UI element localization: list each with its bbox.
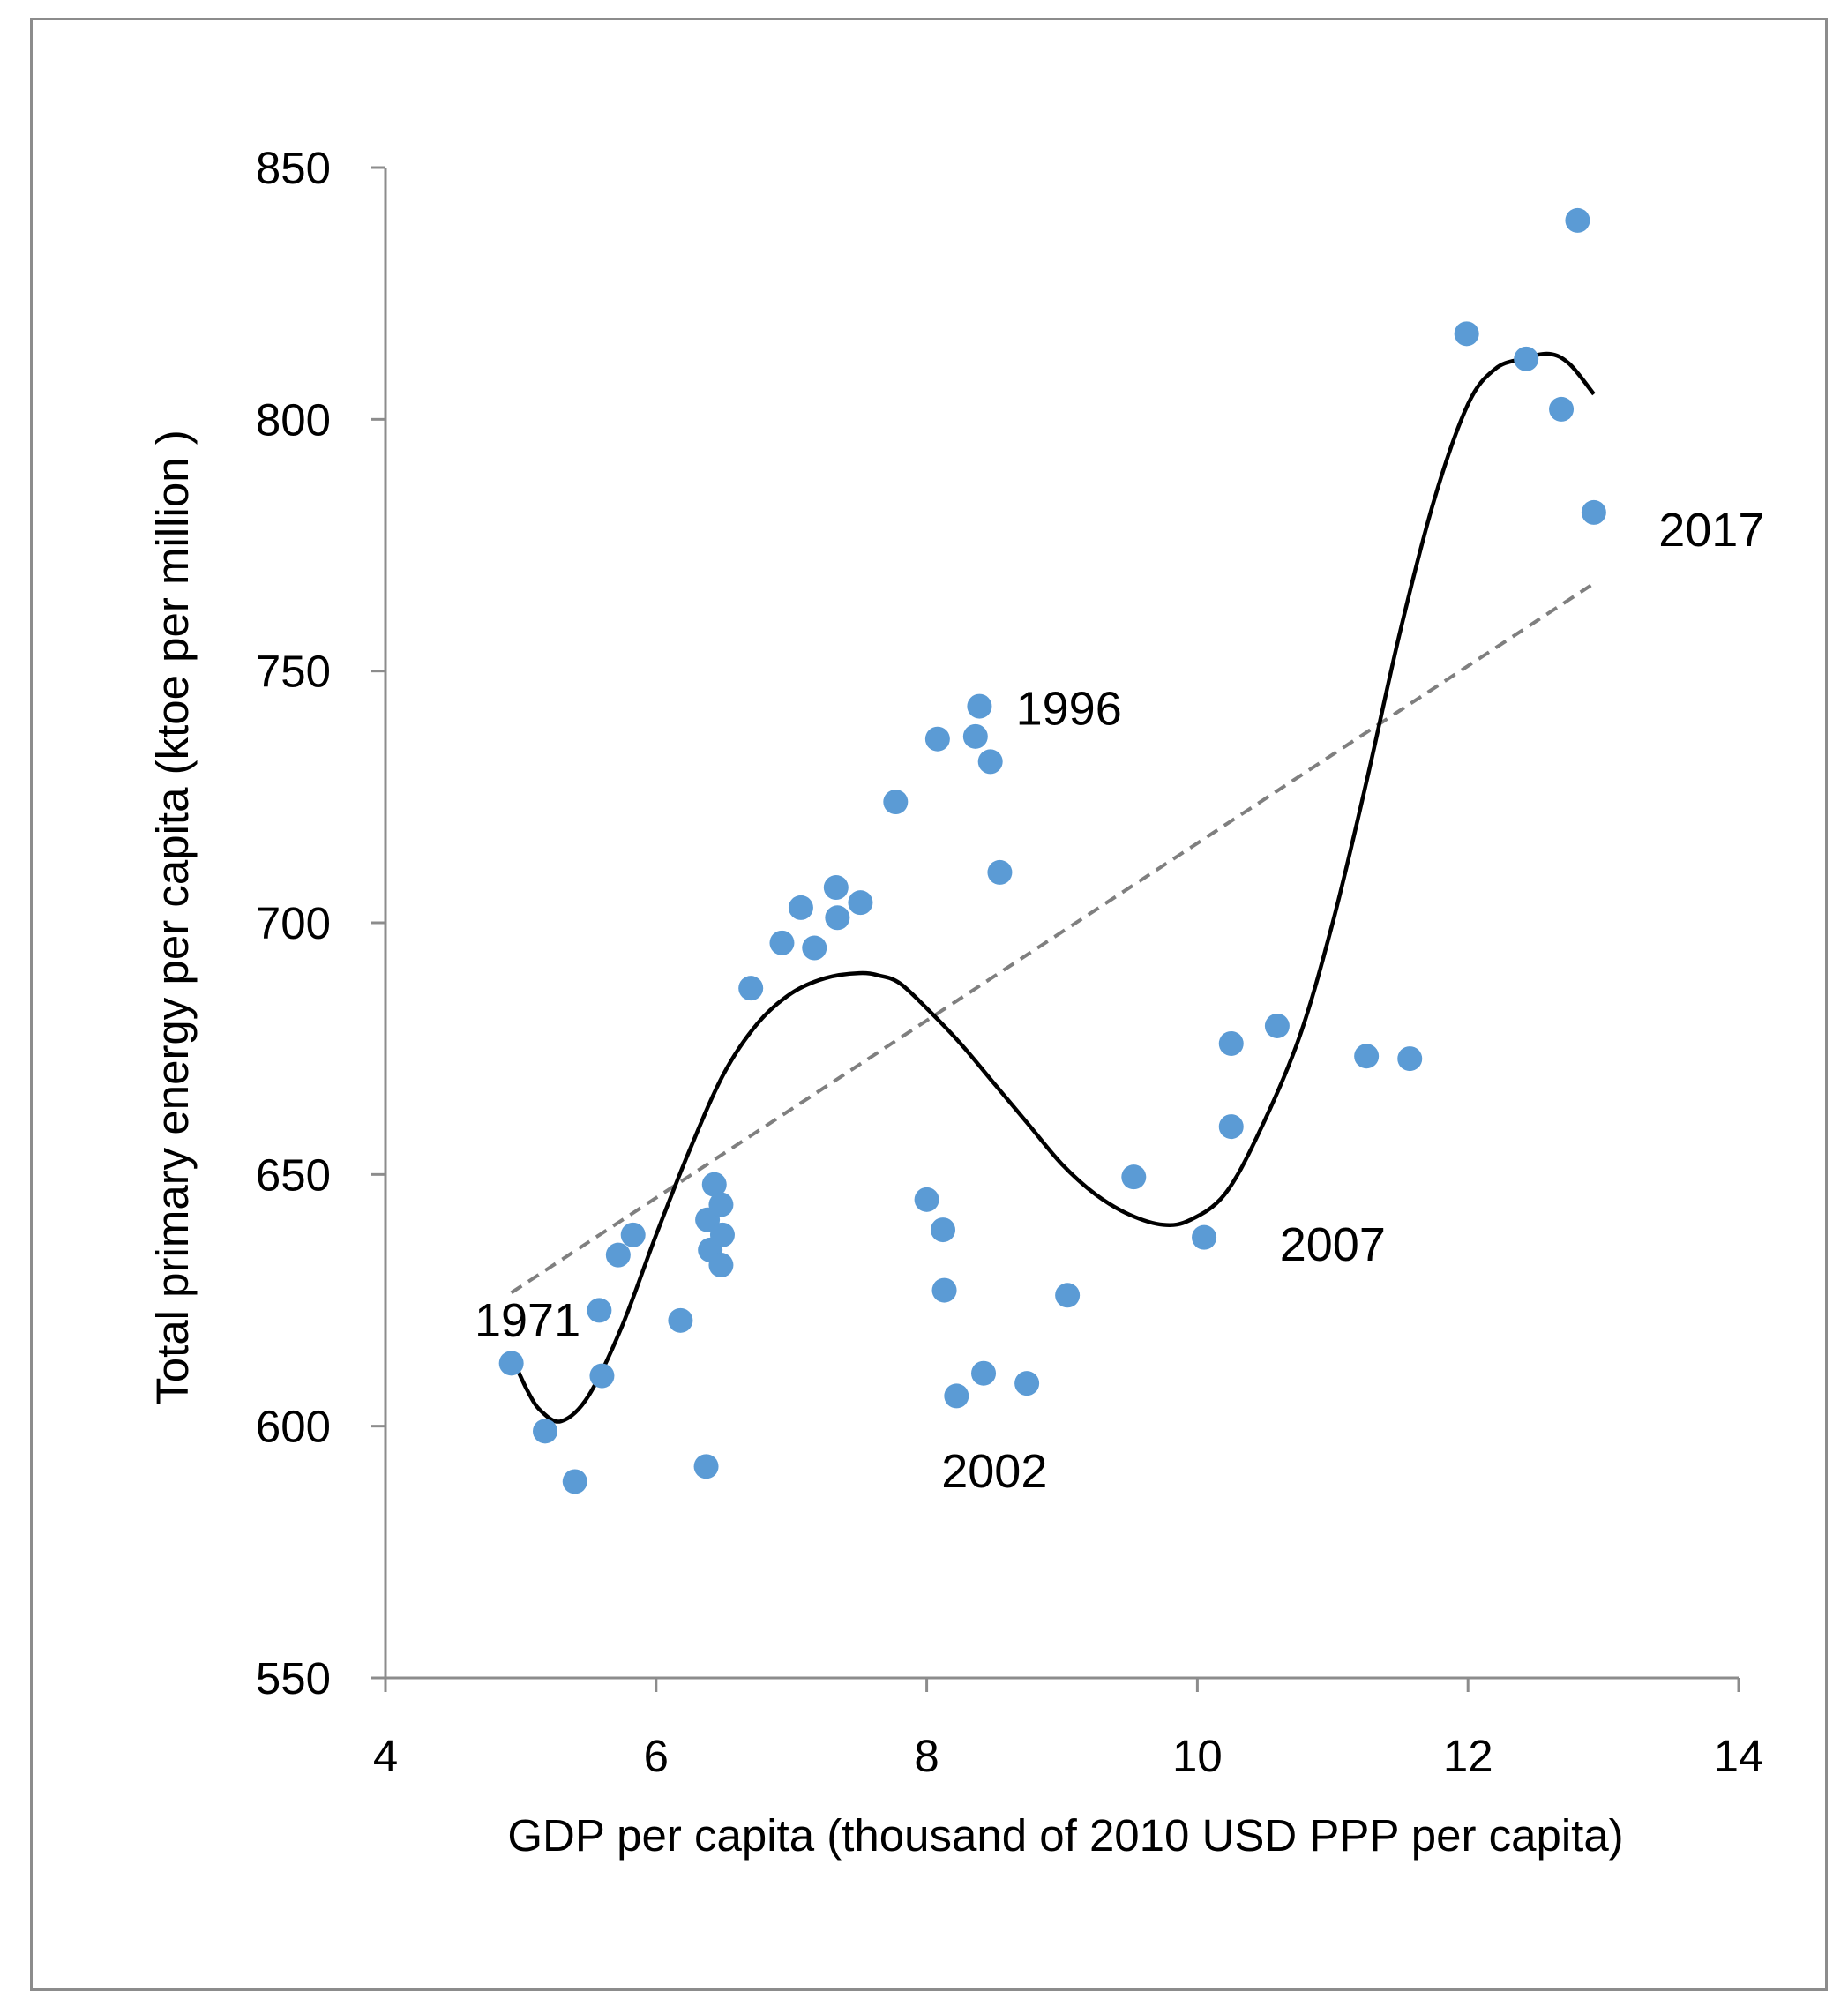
data-point	[533, 1419, 558, 1444]
year-annotation: 2017	[1658, 504, 1764, 557]
year-annotation: 2007	[1280, 1218, 1386, 1271]
data-point	[701, 1172, 727, 1197]
y-tick-label: 700	[256, 898, 331, 948]
x-tick-label: 12	[1443, 1731, 1493, 1781]
y-axis: 550 600 650 700 750 800 850	[256, 143, 387, 1703]
data-point	[883, 790, 909, 815]
year-annotation: 1996	[1016, 682, 1122, 735]
data-point	[708, 1192, 734, 1217]
linear-trend-line	[510, 581, 1595, 1295]
y-tick-label: 850	[256, 143, 331, 193]
data-point	[587, 1298, 612, 1323]
data-point	[825, 905, 850, 931]
data-point	[788, 895, 813, 920]
y-tick-label: 550	[256, 1653, 331, 1703]
data-point	[931, 1277, 957, 1303]
data-point	[738, 976, 764, 1001]
data-point	[971, 1360, 997, 1386]
data-point	[1218, 1030, 1244, 1056]
polynomial-trend-line	[509, 351, 1596, 1424]
data-point	[1565, 207, 1590, 233]
y-tick-label: 650	[256, 1149, 331, 1200]
y-tick-label: 600	[256, 1402, 331, 1452]
annotations: 1971 1996 2002 2007 2017	[475, 504, 1764, 1498]
data-points	[498, 207, 1606, 1494]
x-tick-label: 4	[373, 1731, 398, 1781]
x-axis-label: GDP per capita (thousand of 2010 USD PPP…	[507, 1810, 1623, 1861]
y-tick-label: 800	[256, 394, 331, 445]
data-point	[605, 1242, 631, 1268]
data-point	[823, 875, 849, 901]
data-point	[1514, 346, 1539, 371]
data-point	[1397, 1046, 1423, 1072]
y-tick-label: 750	[256, 647, 331, 697]
data-point	[498, 1351, 524, 1376]
data-point	[708, 1253, 734, 1278]
data-point	[1581, 499, 1606, 525]
x-tick-label: 10	[1172, 1731, 1223, 1781]
data-point	[944, 1383, 969, 1409]
data-point	[1218, 1114, 1244, 1140]
x-axis: 4 6 8 10 12 14	[373, 1676, 1764, 1781]
data-point	[1192, 1224, 1217, 1250]
data-point	[967, 693, 992, 719]
x-tick-label: 6	[644, 1731, 669, 1781]
data-point	[987, 859, 1013, 885]
chart-frame	[30, 18, 1828, 1991]
data-point	[977, 749, 1003, 775]
x-tick-label: 14	[1714, 1731, 1764, 1781]
data-point	[589, 1363, 615, 1389]
data-point	[924, 726, 950, 752]
data-point	[931, 1217, 956, 1243]
data-point	[848, 890, 873, 916]
year-annotation: 2002	[941, 1445, 1047, 1498]
data-point	[693, 1454, 719, 1479]
data-point	[1454, 321, 1479, 347]
data-point	[1121, 1164, 1147, 1190]
y-axis-label: Total primary energy per capita (ktoe pe…	[147, 430, 198, 1404]
data-point	[769, 930, 795, 955]
data-point	[1264, 1013, 1290, 1038]
x-tick-label: 8	[914, 1731, 939, 1781]
data-point	[562, 1469, 587, 1494]
fit-lines	[509, 351, 1596, 1424]
data-point	[620, 1222, 646, 1247]
data-point	[709, 1222, 735, 1247]
data-point	[962, 723, 988, 749]
data-point	[1055, 1283, 1081, 1308]
data-point	[1549, 396, 1575, 422]
data-point	[914, 1187, 939, 1212]
data-point	[668, 1307, 693, 1333]
data-point	[1014, 1371, 1040, 1396]
data-point	[1354, 1044, 1380, 1069]
data-point	[802, 935, 827, 961]
year-annotation: 1971	[475, 1294, 580, 1347]
